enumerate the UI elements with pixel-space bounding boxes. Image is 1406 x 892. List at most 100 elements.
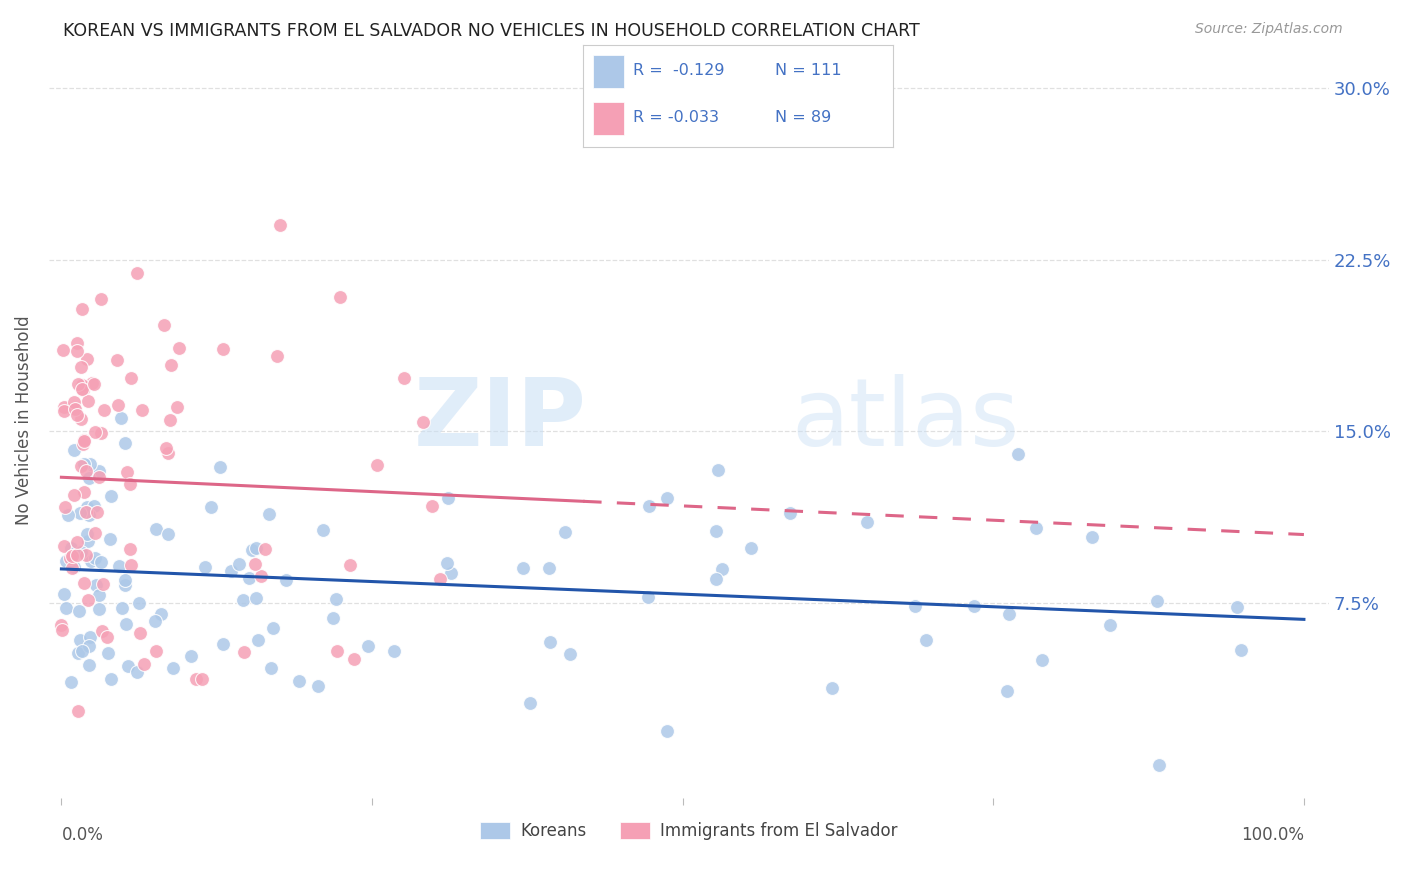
Point (245, 591, 267, 605)
Point (73, 458, 96, 472)
Point (128, 596, 150, 610)
Point (287, 673, 309, 688)
Point (72, 644, 94, 658)
Point (72, 383, 94, 397)
Point (200, 500, 222, 514)
Point (655, 491, 678, 506)
Point (436, 556, 458, 570)
Point (53, 587, 76, 601)
Point (70, 377, 93, 392)
Point (191, 673, 214, 687)
Point (779, 506, 801, 520)
Point (118, 541, 141, 556)
Point (75, 506, 97, 520)
Point (245, 541, 267, 555)
Point (84, 578, 107, 592)
Point (211, 637, 233, 651)
Point (53, 400, 76, 414)
Point (75, 548, 97, 562)
Text: KOREAN VS IMMIGRANTS FROM EL SALVADOR NO VEHICLES IN HOUSEHOLD CORRELATION CHART: KOREAN VS IMMIGRANTS FROM EL SALVADOR NO… (63, 22, 920, 40)
Point (66, 534, 89, 549)
Text: 100.0%: 100.0% (1241, 826, 1303, 844)
Point (326, 644, 349, 658)
Point (90, 425, 112, 440)
Point (98, 532, 121, 546)
Point (246, 632, 269, 647)
Point (66, 344, 89, 359)
Point (97, 646, 120, 660)
Point (232, 592, 254, 607)
Text: R =  -0.129: R = -0.129 (633, 63, 724, 78)
Point (519, 697, 541, 711)
Point (83, 425, 105, 440)
Point (1147, 758, 1170, 772)
Point (325, 592, 347, 607)
Point (107, 352, 129, 367)
Point (76, 527, 98, 541)
Point (72, 436, 94, 450)
Point (75, 505, 97, 519)
Point (1098, 617, 1121, 632)
Point (145, 614, 167, 628)
Point (250, 569, 273, 583)
Point (100, 672, 122, 686)
Point (150, 607, 173, 621)
Point (55, 601, 77, 615)
Point (155, 441, 177, 455)
Point (114, 436, 136, 450)
Point (915, 632, 938, 647)
Point (83, 376, 105, 391)
Point (91, 624, 114, 639)
Point (429, 572, 451, 586)
Point (77, 639, 100, 653)
Point (60, 541, 83, 556)
Point (558, 647, 581, 661)
Point (212, 343, 235, 357)
Point (77, 471, 100, 485)
Point (821, 681, 844, 696)
Point (219, 564, 242, 578)
Text: 0.0%: 0.0% (62, 826, 103, 844)
Point (998, 607, 1021, 621)
Point (637, 499, 659, 513)
Point (343, 652, 366, 666)
Point (180, 648, 202, 663)
Point (322, 611, 344, 625)
Point (538, 635, 561, 649)
Point (52, 343, 75, 358)
Point (166, 401, 188, 415)
Point (1226, 600, 1249, 615)
Point (60, 561, 83, 575)
Point (238, 570, 260, 584)
Point (55, 554, 77, 568)
Point (266, 349, 288, 363)
Point (382, 644, 405, 658)
Point (307, 679, 329, 693)
Point (84, 551, 107, 566)
Point (127, 665, 149, 680)
Text: atlas: atlas (792, 374, 1019, 466)
Point (107, 398, 129, 412)
Point (228, 557, 250, 571)
Point (704, 524, 727, 539)
Point (89, 470, 111, 484)
Point (52, 404, 75, 418)
Point (156, 526, 179, 541)
Point (67, 646, 90, 660)
Point (63, 488, 86, 502)
Point (59, 550, 82, 565)
Point (63, 443, 86, 458)
Point (156, 446, 179, 460)
Point (100, 489, 122, 503)
Point (437, 491, 460, 505)
Point (70, 360, 93, 375)
Point (115, 617, 138, 632)
Point (554, 525, 576, 540)
Point (96, 630, 118, 644)
Point (59, 674, 82, 689)
Point (77, 394, 100, 409)
Point (208, 460, 231, 475)
Point (63, 401, 86, 415)
Point (67, 377, 90, 392)
Text: ZIP: ZIP (413, 374, 586, 466)
